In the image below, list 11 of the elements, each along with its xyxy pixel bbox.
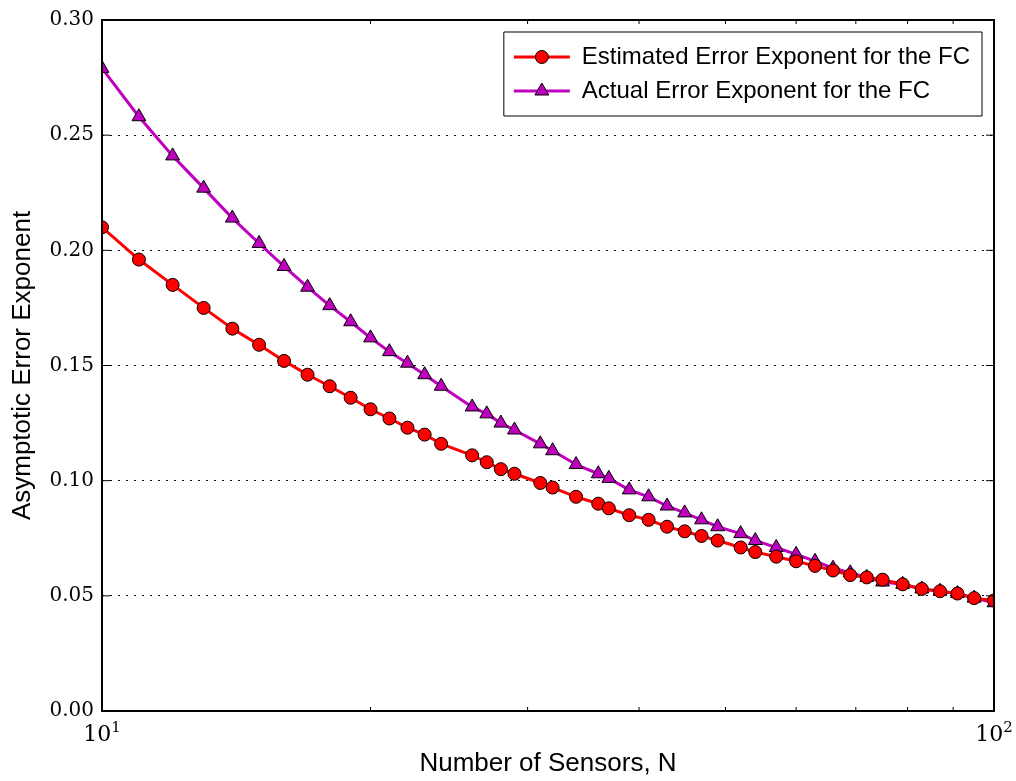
y-axis-title: Asymptotic Error Exponent xyxy=(6,210,36,521)
y-tick-label: 0.10 xyxy=(49,466,94,491)
x-axis-title: Number of Sensors, N xyxy=(419,747,677,777)
y-tick-label: 0.00 xyxy=(49,697,94,722)
y-tick-label: 0.30 xyxy=(49,6,94,31)
y-tick-label: 0.05 xyxy=(49,582,94,607)
y-tick-label: 0.25 xyxy=(49,121,94,146)
legend-label: Actual Error Exponent for the FC xyxy=(581,75,930,103)
y-tick-label: 0.15 xyxy=(49,351,94,376)
legend-label: Estimated Error Exponent for the FC xyxy=(581,41,971,69)
y-tick-label: 0.20 xyxy=(49,236,94,261)
